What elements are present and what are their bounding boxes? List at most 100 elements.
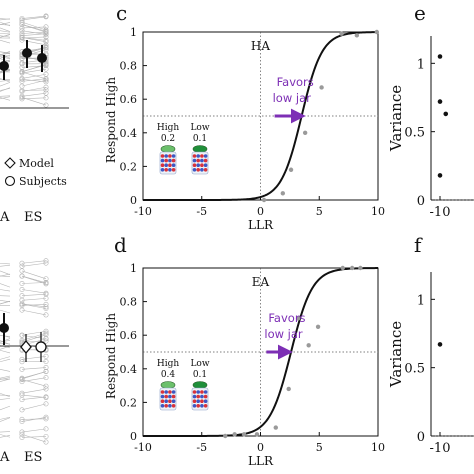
jar-ball	[164, 163, 168, 167]
data-point	[223, 433, 228, 439]
data-point	[437, 54, 443, 59]
jar-ball	[200, 404, 204, 408]
jar-ball	[203, 390, 208, 394]
y-tick-label: 0	[130, 194, 137, 207]
x-tick-label: 0	[257, 441, 264, 454]
subject-line	[0, 273, 11, 277]
jar-ball	[196, 158, 200, 163]
subject-line	[0, 416, 11, 420]
jar-ball	[196, 154, 200, 158]
subject-marker	[43, 353, 49, 359]
subject-line	[21, 30, 47, 35]
jar-ball	[168, 390, 172, 394]
subject-marker	[19, 356, 25, 362]
jar-value: 0.4	[161, 370, 176, 380]
subject-marker	[19, 431, 25, 437]
subject-line	[0, 30, 11, 33]
subject-marker	[19, 379, 25, 385]
jar-lid	[160, 145, 176, 153]
data-point	[339, 31, 344, 36]
x-tick-label: 5	[316, 441, 323, 454]
subject-marker	[19, 392, 25, 398]
subject-line	[21, 36, 47, 41]
subject-marker	[43, 290, 49, 296]
panel-letter-e: e	[414, 1, 426, 25]
subject-line	[0, 405, 11, 411]
jar-ball	[164, 168, 168, 172]
jar-high-icon	[159, 381, 177, 411]
chart-title: HA	[251, 39, 270, 53]
x-tick-label: -10	[430, 441, 451, 456]
subject-marker	[43, 47, 49, 53]
jar-ball	[196, 168, 200, 172]
jar-lid	[192, 381, 208, 389]
subject-line	[21, 78, 47, 82]
jar-ball	[168, 163, 172, 167]
jar-label: High	[157, 359, 179, 369]
chart-title: EA	[252, 275, 270, 289]
subject-line	[0, 435, 11, 438]
jar-ball	[164, 404, 168, 408]
subject-marker	[43, 414, 49, 420]
subject-line	[21, 403, 47, 411]
subject-line	[21, 303, 47, 309]
jar-ball	[171, 163, 176, 167]
jar-ball	[192, 154, 197, 158]
subject-line	[0, 79, 11, 82]
subject-line	[0, 398, 11, 400]
jar-ball	[168, 168, 172, 172]
subject-line	[21, 21, 47, 31]
jar-ball	[160, 399, 165, 404]
y-tick-label: 0.2	[120, 396, 138, 409]
subject-marker	[19, 375, 25, 381]
jar-ball	[171, 390, 176, 394]
jar-body	[159, 387, 177, 411]
data-point	[340, 265, 345, 271]
y-tick-label: 1	[417, 293, 425, 308]
jar-ball	[171, 404, 176, 408]
subject-line	[21, 78, 47, 83]
annotation-line-2: low jar	[273, 91, 312, 105]
jar-lid	[160, 381, 176, 389]
subject-line	[0, 22, 11, 25]
subject-line	[21, 394, 47, 398]
jar-ball	[168, 399, 172, 404]
jar-low-icon	[191, 381, 209, 411]
subject-line	[0, 34, 11, 38]
subject-line	[21, 26, 47, 29]
subject-marker	[43, 44, 49, 50]
x-tick-label: 10	[371, 441, 385, 454]
jar-ball	[171, 168, 176, 172]
jar-ball	[171, 399, 176, 404]
subject-line	[21, 73, 47, 79]
subject-marker	[43, 29, 49, 35]
x-tick-label: -10	[134, 441, 152, 454]
jar-ball	[171, 394, 176, 399]
y-axis-label: Variance	[387, 321, 405, 388]
subject-line	[21, 15, 47, 19]
subject-marker	[43, 13, 49, 19]
y-tick-label: 1	[130, 262, 137, 275]
x-tick-label: 10	[371, 205, 385, 218]
subject-marker	[43, 279, 49, 285]
subject-marker	[19, 416, 25, 422]
subject-marker	[43, 281, 49, 287]
subject-line	[0, 18, 11, 20]
circle-icon	[4, 175, 16, 187]
fit-curve	[143, 267, 378, 437]
subject-marker	[43, 312, 49, 318]
subject-line	[21, 289, 47, 294]
x-axis-label: LLR	[248, 218, 274, 232]
y-tick-label: 0	[130, 430, 137, 443]
jar-ball	[192, 390, 197, 394]
subject-marker	[19, 273, 25, 279]
jar-ball	[160, 154, 165, 158]
data-point	[280, 191, 286, 196]
subject-marker	[19, 64, 25, 70]
subjects-cloud-top	[0, 13, 49, 108]
subject-line	[21, 92, 47, 97]
jar-ball	[200, 390, 204, 394]
panel-letter-c: c	[116, 1, 127, 25]
jar-ball	[200, 158, 204, 163]
mean-point	[22, 48, 32, 58]
